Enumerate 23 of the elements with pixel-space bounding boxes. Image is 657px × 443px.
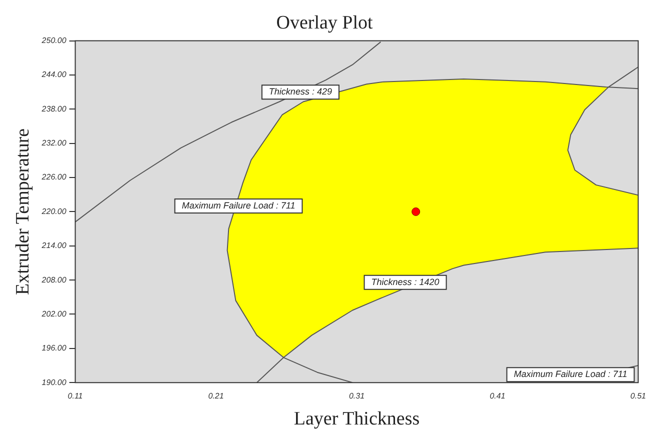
y-tick-label: 220.00	[40, 206, 67, 216]
y-tick-label: 190.00	[42, 378, 67, 387]
y-tick-label: 214.00	[40, 241, 67, 250]
y-tick-label: 232.00	[40, 138, 67, 148]
y-tick-label: 244.00	[40, 70, 67, 80]
y-tick-label: 202.00	[40, 309, 67, 318]
annotation: Maximum Failure Load : 711	[514, 369, 628, 380]
y-tick-label: 196.00	[42, 344, 67, 353]
x-tick-label: 0.21	[208, 392, 224, 401]
y-tick-label: 238.00	[40, 104, 67, 114]
y-tick-label: 226.00	[40, 172, 67, 182]
annotation: Thickness : 1420	[371, 276, 440, 287]
annotation: Maximum Failure Load : 711	[182, 200, 296, 211]
x-tick-label: 0.51	[630, 392, 646, 401]
chart-title: Overlay Plot	[276, 12, 374, 34]
y-axis-title: Extruder Temperature	[12, 128, 34, 296]
y-tick-label: 250.00	[40, 36, 67, 46]
y-tick-label: 208.00	[40, 275, 67, 284]
x-tick-label: 0.11	[68, 392, 83, 401]
x-tick-label: 0.31	[348, 392, 365, 401]
x-axis-title: Layer Thickness	[294, 408, 420, 430]
annotation: Thickness : 429	[268, 86, 332, 97]
x-tick-label: 0.41	[490, 392, 506, 401]
